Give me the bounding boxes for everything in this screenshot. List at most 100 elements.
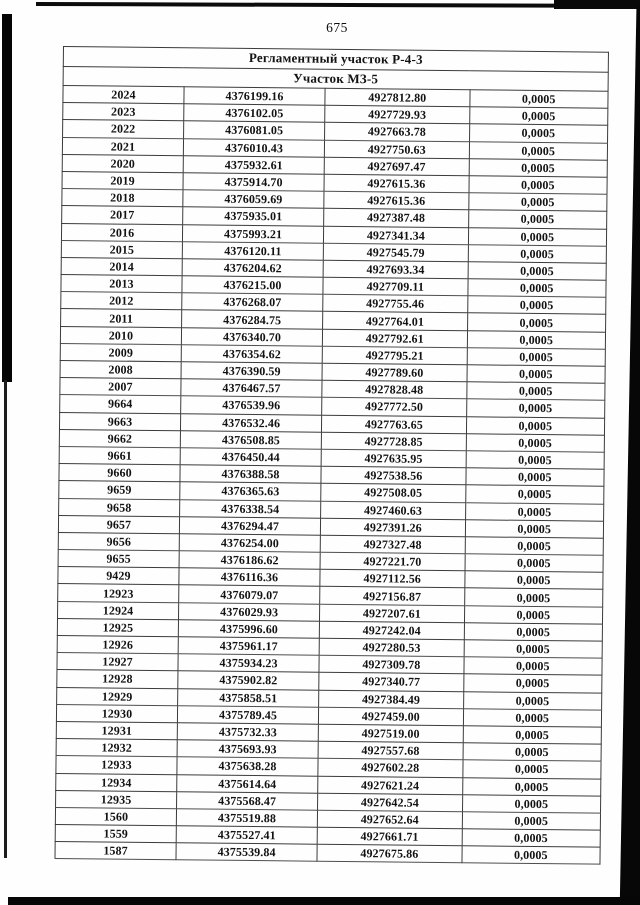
cell-coordinate-y: 4927792.61 [322,328,468,348]
cell-coordinate-x: 4375993.21 [182,224,324,243]
cell-tolerance: 0,0005 [463,674,602,693]
cell-tolerance: 0,0005 [468,175,608,195]
cell-tolerance: 0,0005 [465,467,605,487]
cell-tolerance: 0,0005 [464,588,603,607]
cell-point-id: 2020 [62,154,184,173]
cell-coordinate-x: 4376340.70 [181,327,323,347]
cell-coordinate-y: 4927309.78 [319,655,464,675]
cell-coordinate-x: 4376081.05 [183,121,325,140]
cell-coordinate-y: 4927341.34 [323,225,469,245]
cell-coordinate-y: 4927663.78 [324,122,470,142]
cell-coordinate-x: 4375638.28 [176,757,319,776]
cell-coordinate-y: 4927642.54 [317,792,463,812]
cell-coordinate-y: 4927391.26 [320,517,466,537]
cell-coordinate-x: 4376354.62 [181,344,323,364]
coordinates-table: Регламентный участок Р-4-3 Участок МЗ-5 … [54,46,609,866]
cell-tolerance: 0,0005 [463,691,602,710]
cell-tolerance: 0,0005 [468,210,607,229]
cell-point-id: 9655 [58,549,180,568]
cell-point-id: 2019 [62,171,184,190]
cell-point-id: 12928 [56,669,178,689]
cell-tolerance: 0,0005 [466,347,606,367]
cell-coordinate-x: 4375568.47 [176,791,318,811]
cell-coordinate-y: 4927828.48 [321,380,467,400]
cell-point-id: 12923 [57,583,179,603]
cell-point-id: 2022 [62,119,184,139]
cell-coordinate-x: 4375902.82 [177,671,320,690]
cell-tolerance: 0,0005 [469,124,608,143]
cell-tolerance: 0,0005 [465,433,605,453]
cell-coordinate-y: 4927615.36 [324,174,469,193]
cell-point-id: 12935 [55,790,177,809]
cell-coordinate-x: 4376284.75 [181,310,323,329]
scan-artifact-bottom-bar [8,897,640,905]
cell-coordinate-y: 4927545.79 [323,242,468,262]
cell-tolerance: 0,0005 [465,502,604,521]
cell-coordinate-y: 4927755.46 [322,294,468,314]
cell-coordinate-x: 4376532.46 [180,413,322,432]
cell-tolerance: 0,0005 [461,828,601,848]
cell-point-id: 2010 [60,326,182,345]
cell-tolerance: 0,0005 [466,399,605,418]
coordinates-table-wrap: Регламентный участок Р-4-3 Участок МЗ-5 … [54,46,609,866]
cell-coordinate-y: 4927750.63 [324,139,470,159]
cell-tolerance: 0,0005 [468,141,608,160]
cell-point-id: 2018 [61,188,183,208]
cell-coordinate-y: 4927112.56 [319,569,465,589]
scan-artifact-top-right-bar [554,0,640,9]
cell-point-id: 2009 [60,343,182,362]
cell-tolerance: 0,0005 [467,313,606,332]
cell-coordinate-x: 4375932.61 [183,155,325,175]
cell-coordinate-x: 4375996.60 [178,619,320,639]
cell-coordinate-y: 4927280.53 [319,638,464,657]
cell-coordinate-x: 4375732.33 [177,722,319,742]
cell-point-id: 1587 [54,841,177,861]
cell-point-id: 9658 [58,497,180,517]
cell-coordinate-x: 4375693.93 [177,739,319,759]
cell-coordinate-y: 4927538.56 [321,466,466,486]
cell-point-id: 12934 [55,772,177,792]
cell-tolerance: 0,0005 [462,725,602,745]
cell-coordinate-x: 4376254.00 [179,533,321,553]
cell-tolerance: 0,0005 [464,553,604,573]
cell-point-id: 2014 [61,257,183,276]
cell-coordinate-y: 4927221.70 [320,552,465,571]
cell-tolerance: 0,0005 [469,106,608,126]
cell-coordinate-y: 4927772.50 [321,397,467,417]
cell-point-id: 2017 [61,205,183,225]
cell-point-id: 2021 [62,137,184,156]
cell-tolerance: 0,0005 [464,605,603,624]
cell-tolerance: 0,0005 [467,244,607,264]
cell-coordinate-y: 4927459.00 [318,706,464,726]
cell-tolerance: 0,0005 [464,536,604,556]
cell-point-id: 12925 [57,618,179,637]
cell-tolerance: 0,0005 [465,485,604,504]
cell-coordinate-x: 4376450.44 [180,447,322,467]
scan-artifact-right-bar [619,6,640,905]
cell-tolerance: 0,0005 [461,845,601,865]
cell-point-id: 12924 [57,601,179,620]
cell-point-id: 2008 [60,360,182,379]
cell-coordinate-y: 4927675.86 [317,844,462,864]
cell-tolerance: 0,0005 [461,811,601,831]
cell-tolerance: 0,0005 [466,381,605,401]
cell-point-id: 12926 [57,635,179,654]
cell-point-id: 2007 [59,377,182,397]
cell-tolerance: 0,0005 [467,261,607,281]
cell-coordinate-x: 4375935.01 [182,207,324,226]
cell-tolerance: 0,0005 [466,330,606,350]
cell-tolerance: 0,0005 [468,192,607,212]
scan-artifact-top-bar [35,2,640,8]
cell-point-id: 2024 [62,85,185,104]
cell-coordinate-x: 4375614.64 [176,774,318,793]
cell-coordinate-x: 4375934.23 [177,653,320,673]
cell-coordinate-x: 4376539.96 [180,396,322,415]
cell-coordinate-x: 4376294.47 [179,516,321,536]
cell-coordinate-x: 4376116.36 [178,567,321,587]
cell-coordinate-x: 4376059.69 [182,189,325,209]
cell-point-id: 9656 [58,532,180,551]
cell-tolerance: 0,0005 [466,416,605,435]
cell-point-id: 9657 [58,515,180,534]
cell-point-id: 2023 [62,102,184,122]
